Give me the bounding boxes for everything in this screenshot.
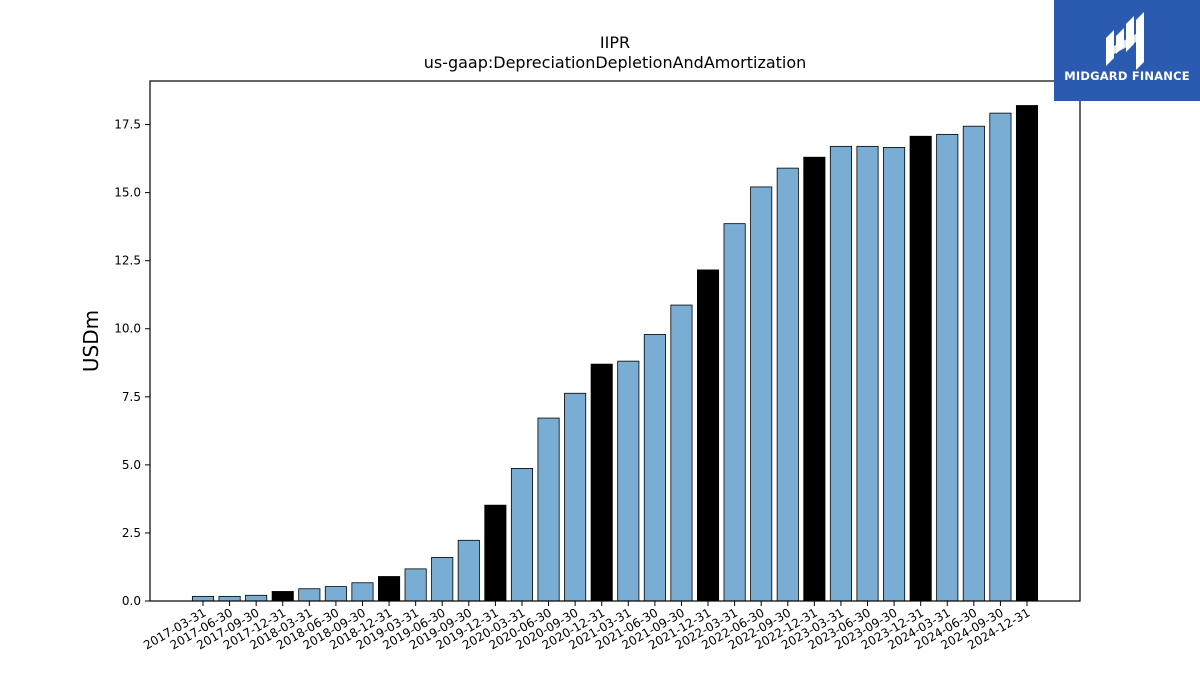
chart-subtitle: us-gaap:DepreciationDepletionAndAmortiza…	[424, 53, 807, 72]
bar-2022-09-30	[776, 167, 799, 602]
midgard-logo-icon	[1106, 12, 1144, 70]
bar-2017-09-30	[245, 594, 268, 602]
bar-2021-03-31	[617, 360, 640, 602]
bar-2018-06-30	[324, 586, 347, 602]
bar-2024-03-31	[936, 133, 959, 602]
bar-2019-09-30	[457, 539, 480, 602]
plot-frame	[149, 80, 1081, 602]
bar-2022-12-31	[803, 156, 826, 602]
bar-2019-03-31	[404, 568, 427, 602]
bars-layer	[191, 105, 1039, 602]
bar-2017-12-31	[271, 591, 294, 602]
bar-2020-09-30	[564, 392, 587, 602]
bar-2018-12-31	[378, 576, 401, 602]
chart-title: IIPR	[600, 33, 630, 52]
brand-logo: MIDGARD FINANCE	[1054, 0, 1200, 101]
bar-2021-06-30	[643, 334, 666, 602]
bar-2020-03-31	[510, 468, 533, 602]
y-tick-label: 10.0	[114, 322, 141, 336]
bar-2023-09-30	[883, 147, 906, 602]
y-tick-label: 7.5	[122, 390, 141, 404]
y-tick-label: 17.5	[114, 118, 141, 132]
bar-2024-09-30	[989, 112, 1012, 602]
bar-2023-12-31	[909, 135, 932, 602]
bar-2022-06-30	[750, 186, 773, 602]
bar-2024-12-31	[1015, 105, 1039, 602]
y-tick-label: 0.0	[122, 594, 141, 608]
bar-2021-09-30	[670, 304, 693, 602]
bar-2017-03-31	[191, 595, 215, 602]
bar-2021-12-31	[697, 269, 720, 602]
y-tick-label: 2.5	[122, 526, 141, 540]
y-tick-label: 15.0	[114, 186, 141, 200]
bar-2020-06-30	[537, 417, 560, 602]
bar-2019-06-30	[431, 557, 454, 602]
bar-2018-09-30	[351, 582, 374, 602]
bar-2022-03-31	[723, 223, 746, 602]
y-tick-label: 12.5	[114, 254, 141, 268]
bar-2017-06-30	[218, 595, 241, 602]
logo-text: MIDGARD FINANCE	[1064, 69, 1190, 83]
y-axis: 0.0 2.5 5.0 7.5 10.0 12.5 15.0 17.5	[114, 118, 150, 608]
x-axis: 2017-03-312017-06-302017-09-302017-12-31…	[141, 601, 1033, 652]
bar-2020-12-31	[590, 363, 613, 602]
bar-2024-06-30	[962, 125, 985, 602]
bar-2023-06-30	[856, 145, 879, 602]
bar-2019-12-31	[484, 504, 507, 602]
bar-2023-03-31	[829, 145, 852, 602]
y-axis-label: USDm	[79, 310, 103, 372]
bar-2018-03-31	[298, 588, 321, 602]
y-tick-label: 5.0	[122, 458, 141, 472]
